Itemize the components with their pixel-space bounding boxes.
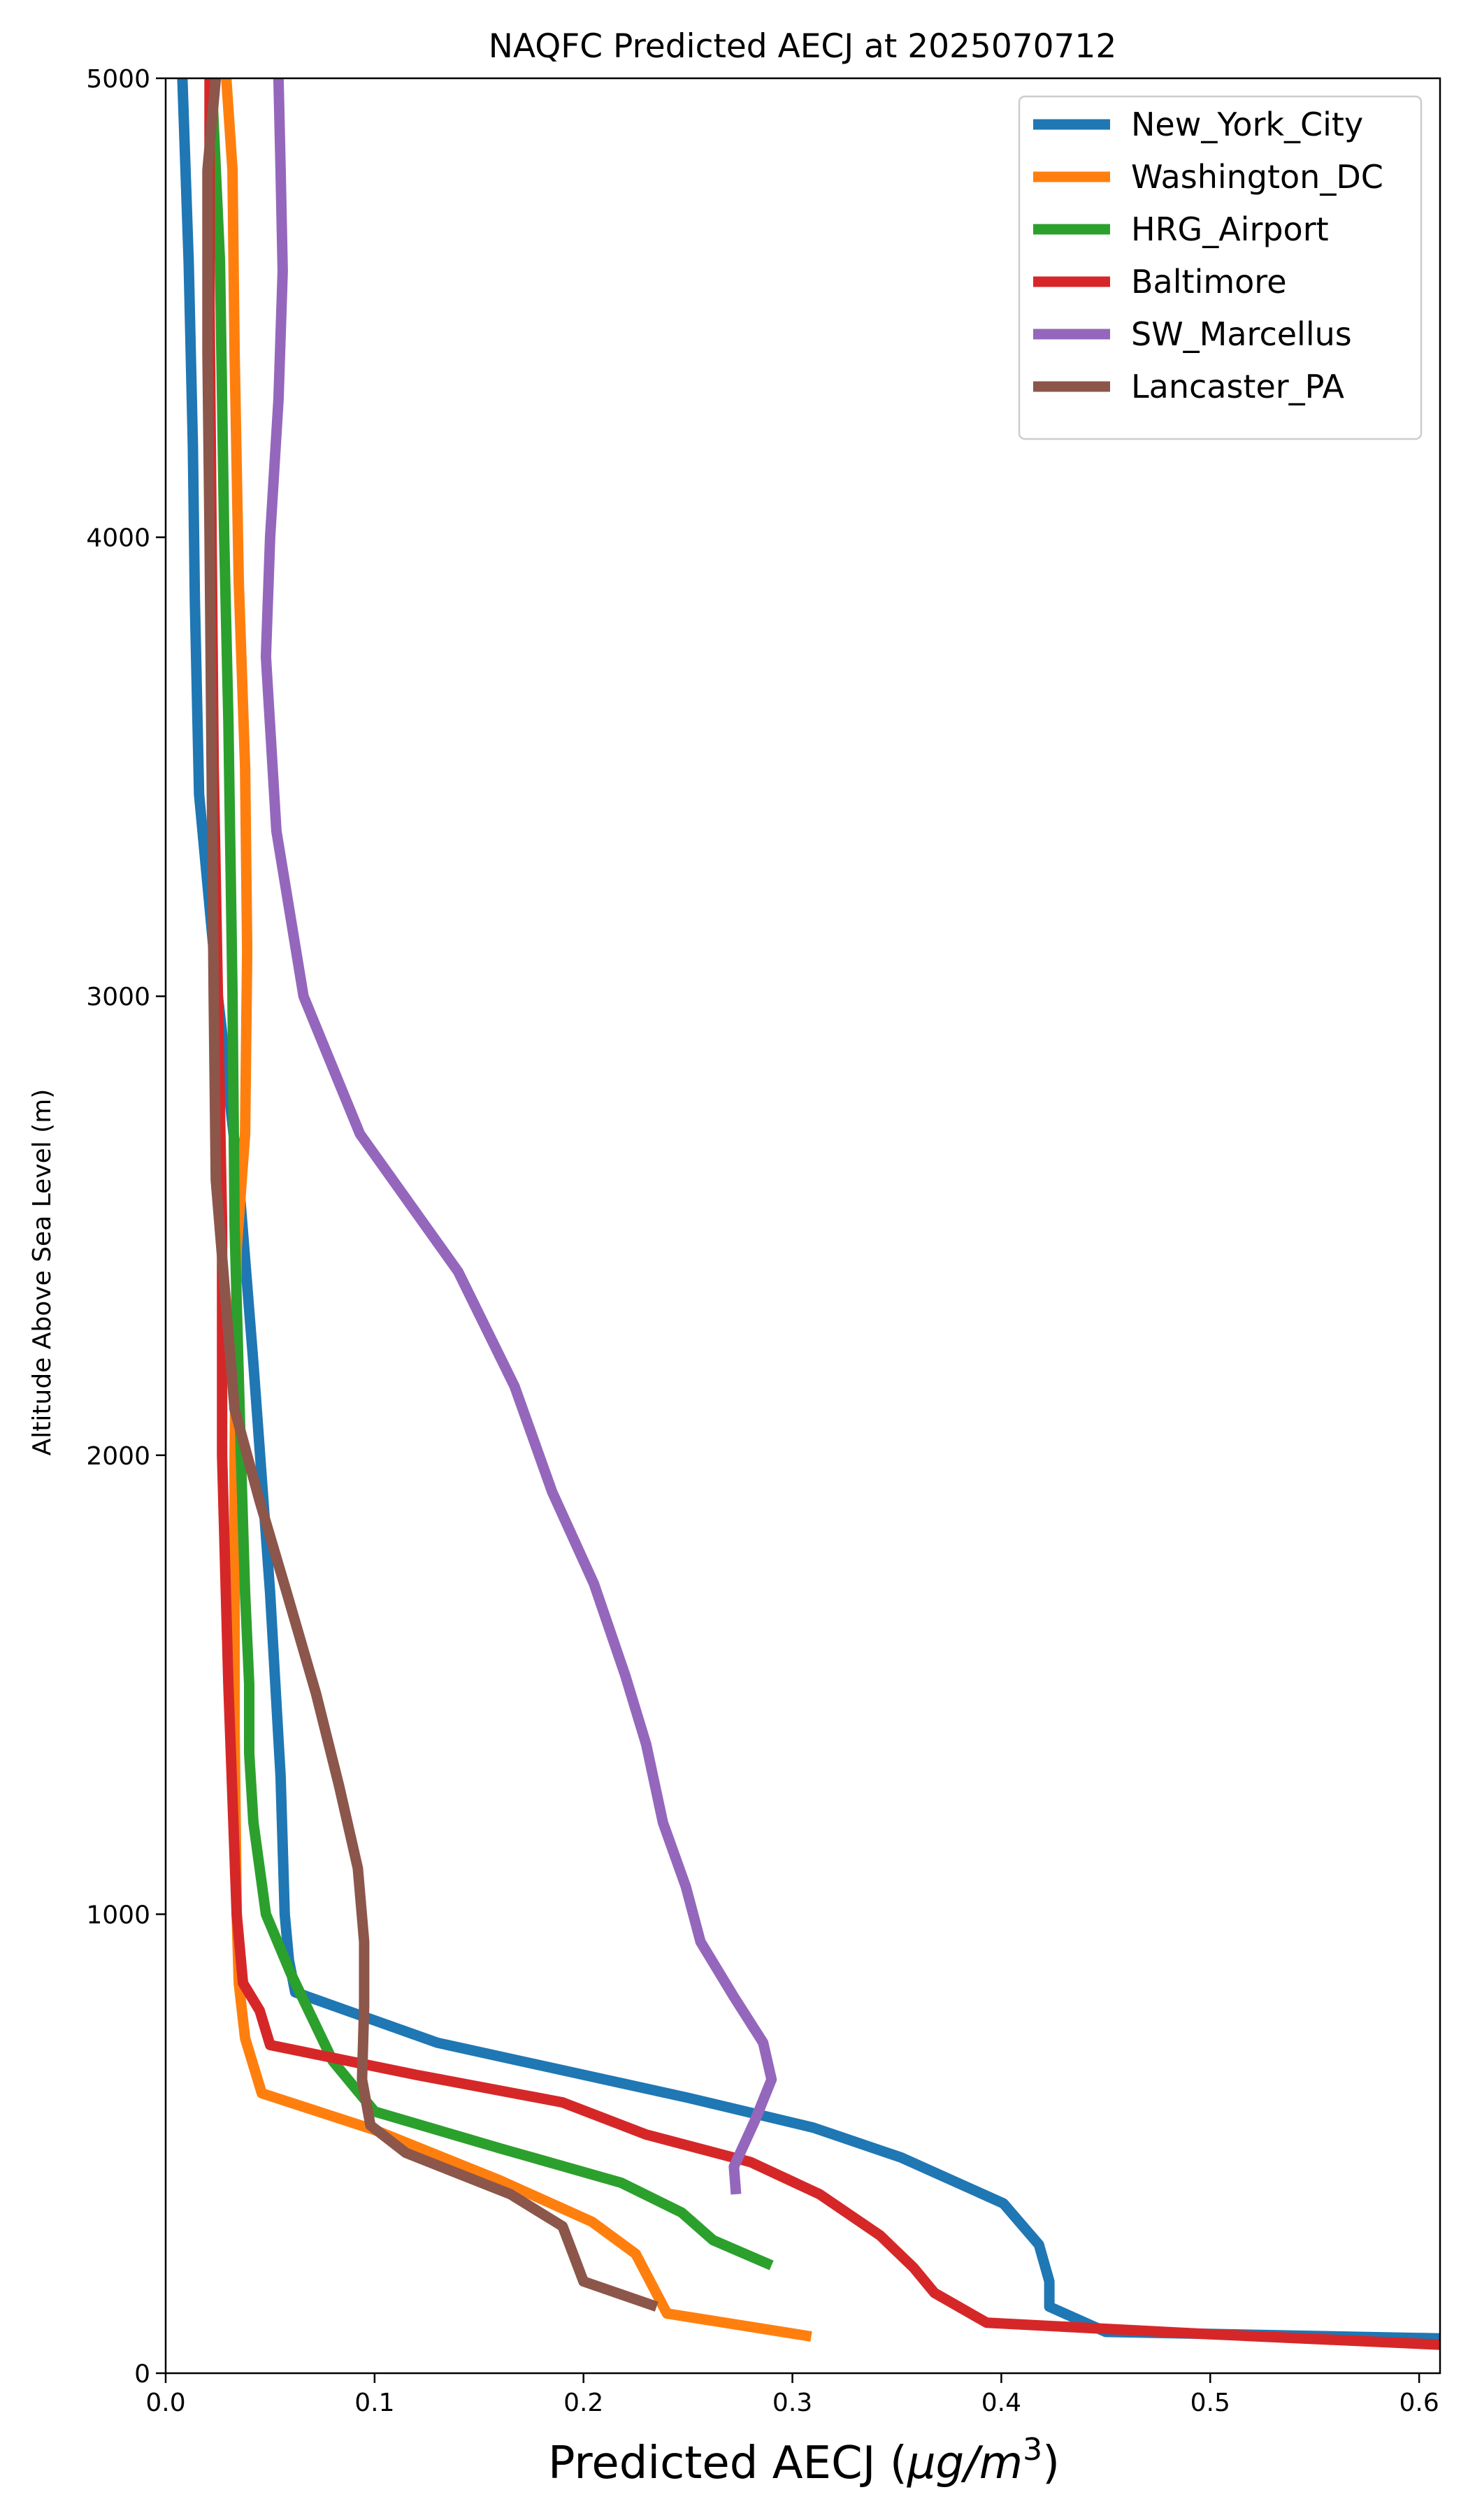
y-tick-label: 0 xyxy=(134,2360,150,2389)
legend-label: SW_Marcellus xyxy=(1131,315,1352,353)
x-tick-label: 0.6 xyxy=(1399,2389,1439,2417)
axes: 0.0 0.1 0.2 0.3 0.4 0.5 0.6 0 1000 2000 3000 4000 50… xyxy=(86,65,1441,2417)
x-tick-label: 0.2 xyxy=(563,2389,603,2417)
legend-label: Washington_DC xyxy=(1131,158,1383,196)
legend: New_York_City Washington_DC HRG_Airport Bal… xyxy=(1018,95,1423,440)
legend-label: HRG_Airport xyxy=(1131,210,1329,248)
legend-box xyxy=(1018,95,1423,440)
series-line-hrg-airport xyxy=(206,78,774,2270)
y-tick-label: 3000 xyxy=(86,983,150,1011)
x-tick-label: 0.3 xyxy=(772,2389,812,2417)
x-axis-label-unit: μg/m xyxy=(907,2438,1023,2489)
x-axis-label-sup: 3 xyxy=(1023,2432,1042,2468)
x-tick-label: 0.4 xyxy=(981,2389,1021,2417)
x-axis-label: Predicted AECJ (μg/m3) xyxy=(548,2432,1060,2489)
x-tick-label: 0.1 xyxy=(354,2389,394,2417)
y-tick-label: 4000 xyxy=(86,524,150,553)
x-axis-label-suffix: ) xyxy=(1042,2438,1060,2489)
x-tick-label: 0.5 xyxy=(1190,2389,1230,2417)
legend-label: Baltimore xyxy=(1131,263,1287,301)
y-axis-label: Altitude Above Sea Level (m) xyxy=(28,1089,57,1456)
plot-area xyxy=(177,78,1440,2350)
y-tick-label: 5000 xyxy=(86,65,150,94)
legend-label: New_York_City xyxy=(1131,106,1363,143)
legend-label: Lancaster_PA xyxy=(1131,368,1344,405)
chart-title: NAQFC Predicted AECJ at 2025070712 xyxy=(489,27,1117,66)
x-tick-label: 0.0 xyxy=(145,2389,185,2417)
y-tick-label: 1000 xyxy=(86,1901,150,1929)
y-tick-label: 2000 xyxy=(86,1442,150,1471)
series-line-sw-marcellus xyxy=(260,78,777,2195)
series-line-lancaster-pa xyxy=(202,78,659,2312)
x-axis-label-prefix: Predicted AECJ ( xyxy=(548,2438,907,2489)
axes-frame xyxy=(164,77,1441,2375)
